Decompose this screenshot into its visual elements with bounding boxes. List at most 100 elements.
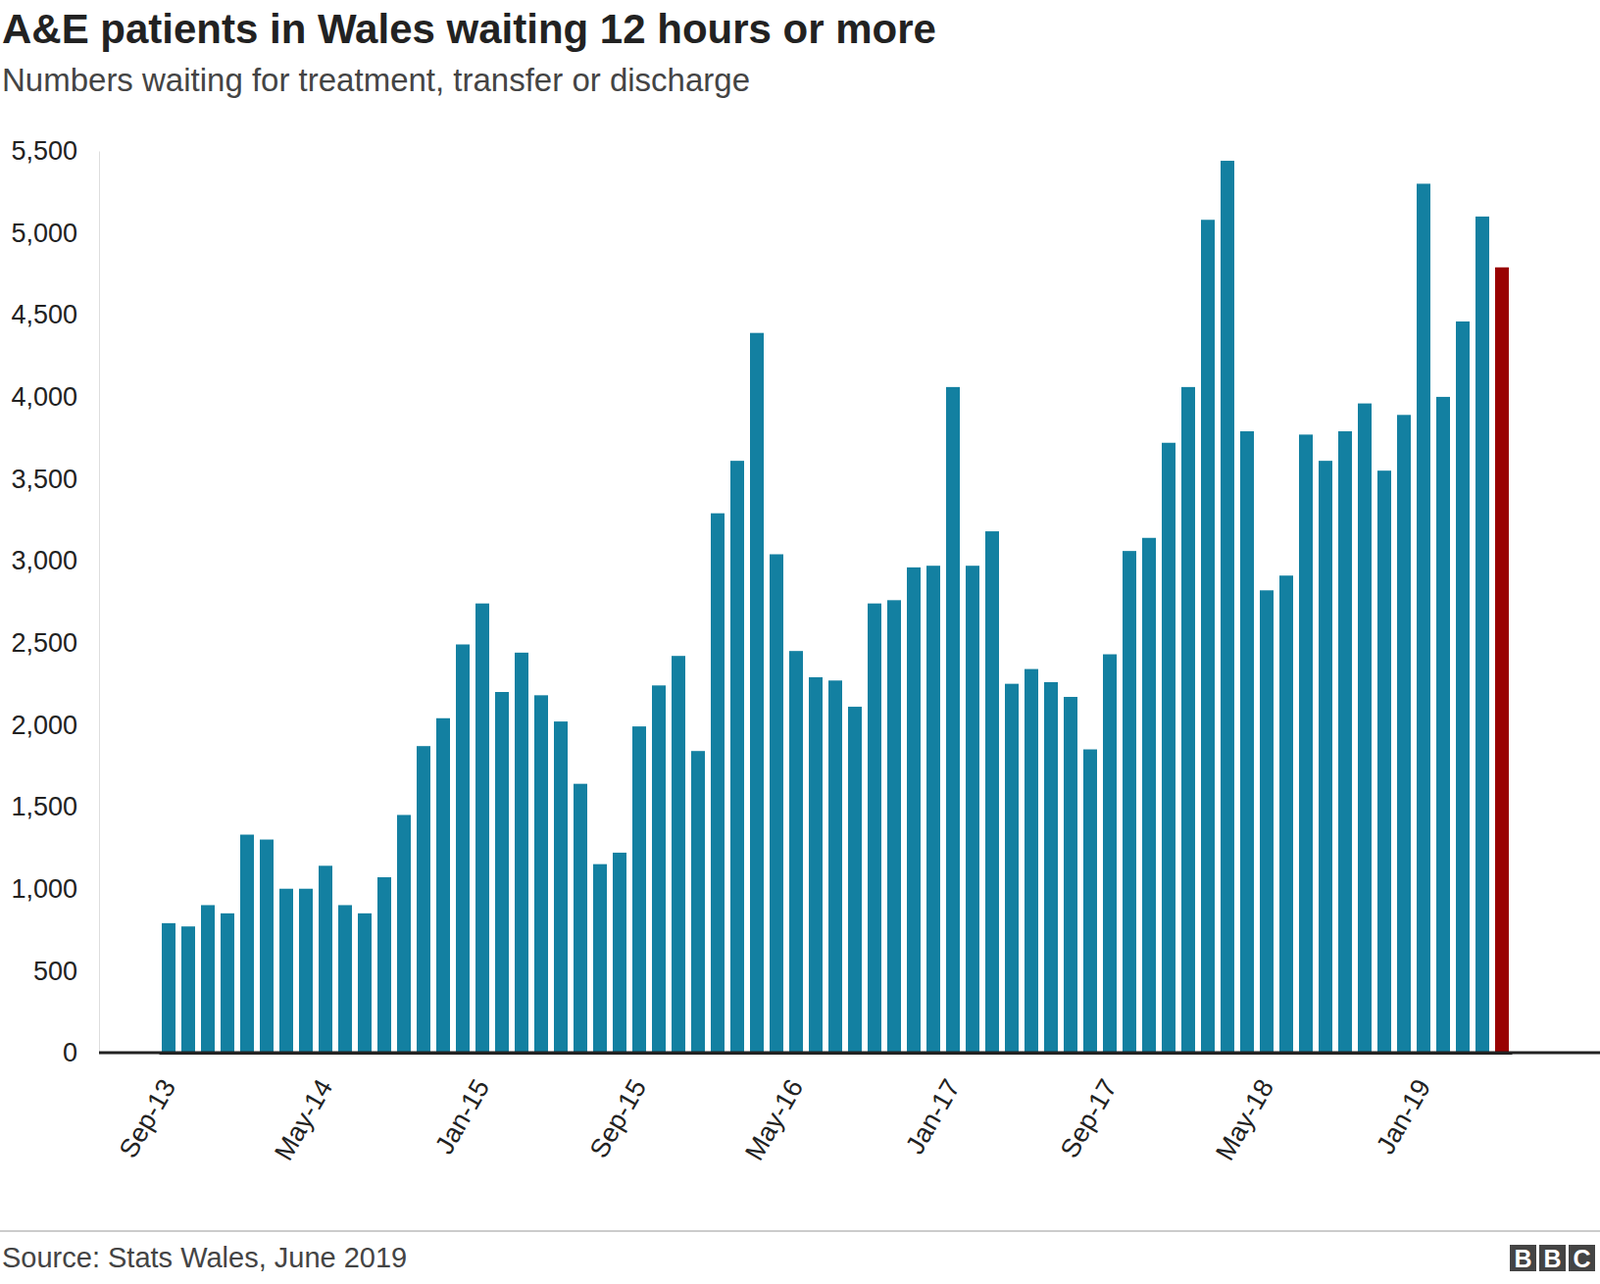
bar bbox=[730, 460, 745, 1053]
bar bbox=[181, 926, 196, 1053]
y-tick: 1,500 bbox=[10, 792, 100, 822]
y-axis-line bbox=[99, 151, 100, 1054]
bar bbox=[200, 904, 215, 1053]
x-tick-label: Jan-15 bbox=[429, 1074, 496, 1160]
baseline bbox=[99, 1051, 1600, 1055]
y-tick: 1,000 bbox=[10, 874, 100, 904]
source: Source: Stats Wales, June 2019 bbox=[1, 1242, 407, 1274]
bar bbox=[1299, 434, 1313, 1053]
logo-box bbox=[1539, 1245, 1566, 1272]
bar bbox=[1377, 470, 1392, 1053]
y-tick-label: 2,000 bbox=[10, 710, 78, 741]
bar bbox=[299, 889, 313, 1053]
bar bbox=[1259, 590, 1274, 1053]
footer-rule bbox=[0, 1231, 1600, 1233]
x-axis: Sep-13May-14Jan-15Sep-15May-16Jan-17Sep-… bbox=[113, 1053, 1513, 1166]
bar bbox=[985, 531, 1000, 1053]
bar bbox=[397, 814, 411, 1053]
bar bbox=[1004, 684, 1019, 1053]
bar bbox=[1455, 321, 1470, 1053]
bar bbox=[436, 718, 450, 1053]
bar bbox=[338, 904, 352, 1053]
bar bbox=[1122, 550, 1137, 1053]
x-tick-label: Sep-15 bbox=[584, 1074, 653, 1163]
bar bbox=[318, 865, 333, 1053]
y-tick: 2,000 bbox=[10, 710, 100, 741]
bar bbox=[789, 650, 803, 1053]
y-tick-label: 500 bbox=[33, 956, 78, 987]
y-tick-label: 3,500 bbox=[10, 464, 78, 495]
bar bbox=[808, 677, 823, 1053]
bar bbox=[1240, 431, 1254, 1053]
bar bbox=[1200, 219, 1215, 1053]
x-tick: Sep-15 bbox=[584, 1074, 653, 1163]
bar bbox=[1220, 160, 1235, 1053]
x-tick: Jan-15 bbox=[429, 1074, 496, 1160]
bar bbox=[220, 913, 235, 1053]
bar bbox=[1475, 216, 1490, 1053]
y-tick-label: 2,500 bbox=[10, 628, 78, 658]
bar bbox=[612, 852, 627, 1053]
y-tick-label: 1,000 bbox=[10, 874, 78, 904]
bar bbox=[240, 835, 254, 1053]
y-tick: 500 bbox=[33, 956, 100, 987]
y-tick: 2,500 bbox=[10, 628, 100, 658]
bar bbox=[750, 333, 764, 1053]
y-tick-label: 0 bbox=[62, 1038, 78, 1068]
title: A&E patients in Wales waiting 12 hours o… bbox=[1, 5, 937, 52]
bar bbox=[671, 655, 686, 1053]
y-tick-label: 5,000 bbox=[10, 218, 78, 249]
bar bbox=[651, 685, 666, 1053]
bar bbox=[926, 565, 941, 1053]
bar bbox=[1357, 403, 1372, 1053]
bars bbox=[161, 160, 1509, 1053]
y-tick: 3,500 bbox=[10, 464, 100, 495]
x-tick: May-18 bbox=[1209, 1074, 1280, 1166]
logo-box bbox=[1568, 1245, 1596, 1272]
bar bbox=[1436, 397, 1450, 1053]
bar bbox=[514, 652, 529, 1053]
x-tick: Sep-13 bbox=[113, 1074, 183, 1163]
y-tick: 5,000 bbox=[10, 218, 100, 249]
bar bbox=[1024, 669, 1039, 1053]
subtitle: Numbers waiting for treatment, transfer … bbox=[1, 61, 750, 99]
y-tick-label: 4,500 bbox=[10, 300, 78, 330]
bar bbox=[475, 603, 490, 1053]
bar bbox=[1044, 682, 1058, 1053]
bar bbox=[357, 913, 372, 1053]
bar bbox=[573, 784, 588, 1053]
bar bbox=[553, 721, 568, 1053]
bar bbox=[887, 600, 901, 1053]
bar bbox=[691, 750, 705, 1053]
bar bbox=[1161, 443, 1176, 1053]
x-tick-label: May-16 bbox=[739, 1074, 809, 1166]
bar bbox=[1102, 654, 1117, 1053]
x-tick: Sep-17 bbox=[1054, 1074, 1124, 1163]
bar bbox=[1338, 431, 1352, 1053]
bar bbox=[828, 680, 843, 1053]
y-tick-label: 5,500 bbox=[10, 136, 78, 166]
y-tick-label: 3,000 bbox=[10, 546, 78, 576]
bar bbox=[1318, 460, 1333, 1053]
bar bbox=[906, 567, 921, 1053]
bar bbox=[279, 889, 294, 1053]
bar bbox=[534, 695, 549, 1053]
bar bbox=[1063, 697, 1078, 1053]
x-tick-label: Jan-19 bbox=[1370, 1074, 1437, 1160]
x-tick-label: Sep-17 bbox=[1054, 1074, 1124, 1163]
bar bbox=[1416, 183, 1431, 1053]
y-tick-label: 1,500 bbox=[10, 792, 78, 822]
bar bbox=[259, 840, 274, 1053]
bar bbox=[495, 692, 509, 1053]
bar bbox=[769, 553, 784, 1053]
bar bbox=[1495, 267, 1509, 1053]
x-tick-label: May-18 bbox=[1209, 1074, 1280, 1166]
bar bbox=[1397, 414, 1411, 1053]
y-tick: 3,000 bbox=[10, 546, 100, 576]
bar bbox=[416, 746, 431, 1053]
chart: A&E patients in Wales waiting 12 hours o… bbox=[0, 0, 1600, 1284]
bar bbox=[710, 513, 725, 1053]
y-axis: 05001,0001,5002,0002,5003,0003,5004,0004… bbox=[10, 136, 100, 1068]
x-tick-label: Sep-13 bbox=[113, 1074, 183, 1163]
bar bbox=[455, 644, 470, 1053]
